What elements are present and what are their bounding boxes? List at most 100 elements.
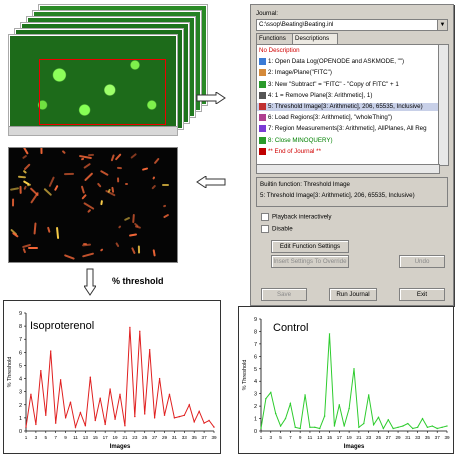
data-point [208,419,210,422]
journal-item[interactable]: No Description [259,47,300,55]
data-point [260,427,262,430]
x-tick-label: 31 [405,435,411,440]
journal-list-scrollbar[interactable] [438,44,449,166]
y-tick-label: 8 [19,324,22,330]
x-tick-label: 15 [327,435,333,440]
data-point [163,414,166,416]
y-tick-label: 2 [19,403,22,409]
journal-item-label: 2: Image/Plane("FITC") [268,69,332,77]
insert-settings-button[interactable]: Insert Settings To Override [271,255,349,268]
fluorescence-image [8,34,178,136]
x-tick-label: 19 [112,435,118,440]
x-tick-label: 39 [444,435,450,440]
data-point [74,426,77,428]
undo-button[interactable]: Undo [399,255,445,268]
journal-item[interactable]: 6: Load Regions[3: Arithmetic], "wholeTh… [259,114,392,122]
builtin-function-value: 5: Threshold Image[3: Arithmetic], 206, … [260,192,415,199]
threshold-speck [110,154,115,162]
x-tick-label: 1 [260,435,263,440]
region-of-interest [39,59,166,125]
journal-path-select[interactable]: C:\ssop\Beating\Beating.inl ▼ [256,19,448,31]
tab-functions[interactable]: Functions [256,33,296,44]
data-point [69,401,72,403]
threshold-speck [12,198,14,207]
threshold-speck [18,175,27,179]
threshold-speck [129,233,138,237]
data-point [104,423,106,426]
x-tick-label: 5 [45,435,48,440]
data-point [84,425,87,427]
journal-item-label: 3: New "Subtract" = "FITC" - "Copy of FI… [268,80,399,88]
threshold-speck [124,183,129,185]
data-point [79,411,82,414]
x-axis-label: Images [344,444,365,450]
threshold-speck [117,177,120,183]
threshold-speck [114,153,122,161]
data-point [358,426,360,428]
threshold-speck [84,172,94,181]
journal-item[interactable]: 3: New "Subtract" = "FITC" - "Copy of FI… [259,80,399,89]
run-journal-button[interactable]: Run Journal [329,288,377,301]
journal-list-hscrollbar[interactable] [256,164,440,174]
journal-item[interactable]: 8: Close MINOQUERY) [259,136,333,145]
journal-item-label: 1: Open Data Log(OPENODE and ASKMODE, ""… [268,58,405,66]
checkbox-label: Playback interactively [272,213,332,221]
threshold-speck [33,223,37,235]
x-tick-label: 3 [270,435,273,440]
journal-label: Journal: [256,10,279,17]
x-tick-label: 37 [435,435,441,440]
y-tick-label: 4 [19,377,22,383]
chevron-down-icon[interactable]: ▼ [437,20,447,30]
data-point [193,421,195,423]
data-point [363,422,365,425]
journal-item[interactable]: ** End of Journal ** [259,147,321,156]
data-point [148,349,151,351]
x-tick-label: 33 [182,435,188,440]
journal-item[interactable]: 2: Image/Plane("FITC") [259,69,332,77]
data-point [198,410,200,413]
data-point [353,368,355,370]
y-axis-label: % Threshold [7,357,13,388]
save-button[interactable]: Save [261,288,307,301]
journal-item[interactable]: 7: Region Measurements[3: Arithmetic], A… [259,125,427,133]
journal-item[interactable]: 1: Open Data Log(OPENODE and ASKMODE, ""… [259,58,404,66]
data-point [289,402,292,405]
data-point [309,426,311,428]
journal-window: Journal: C:\ssop\Beating\Beating.inl ▼ F… [250,4,454,306]
edit-function-settings-button[interactable]: Edit Function Settings [271,240,349,253]
threshold-speck [22,247,27,254]
journal-item[interactable]: 5: Threshold Image[3: Arithmetic], 206, … [257,103,439,111]
remove-icon [259,91,266,99]
threshold-speck [23,148,30,156]
threshold-speck [83,201,95,210]
playback-interactively-checkbox[interactable]: Playback interactively [261,213,332,221]
threshold-speck [64,253,76,259]
threshold-speck [44,188,53,196]
data-point [333,425,336,427]
end-icon [259,147,266,155]
x-tick-label: 25 [376,435,382,440]
threshold-speck [20,185,22,194]
x-tick-label: 27 [386,435,392,440]
x-tick-label: 29 [395,435,401,440]
exit-button[interactable]: Exit [399,288,445,301]
y-tick-label: 1 [19,416,22,422]
x-tick-label: 23 [366,435,372,440]
tab-descriptions[interactable]: Descriptions [292,33,338,44]
journal-item[interactable]: 4: 1 = Remove Plane[3: Arithmetic], 1) [259,91,373,100]
journal-function-list[interactable]: No Description 1: Open Data Log(OPENODE a… [256,44,440,166]
y-tick-label: 2 [254,404,257,410]
threshold-speck [22,169,28,174]
threshold-speck [80,157,85,160]
series-line [260,333,448,430]
data-point [328,333,331,335]
x-tick-label: 27 [152,435,158,440]
series-line [25,327,215,430]
data-point [173,417,176,419]
journal-item-label: 4: 1 = Remove Plane[3: Arithmetic], 1) [268,91,373,99]
threshold-speck [161,183,170,186]
disable-checkbox[interactable]: Disable [261,225,293,233]
data-point [188,404,190,406]
